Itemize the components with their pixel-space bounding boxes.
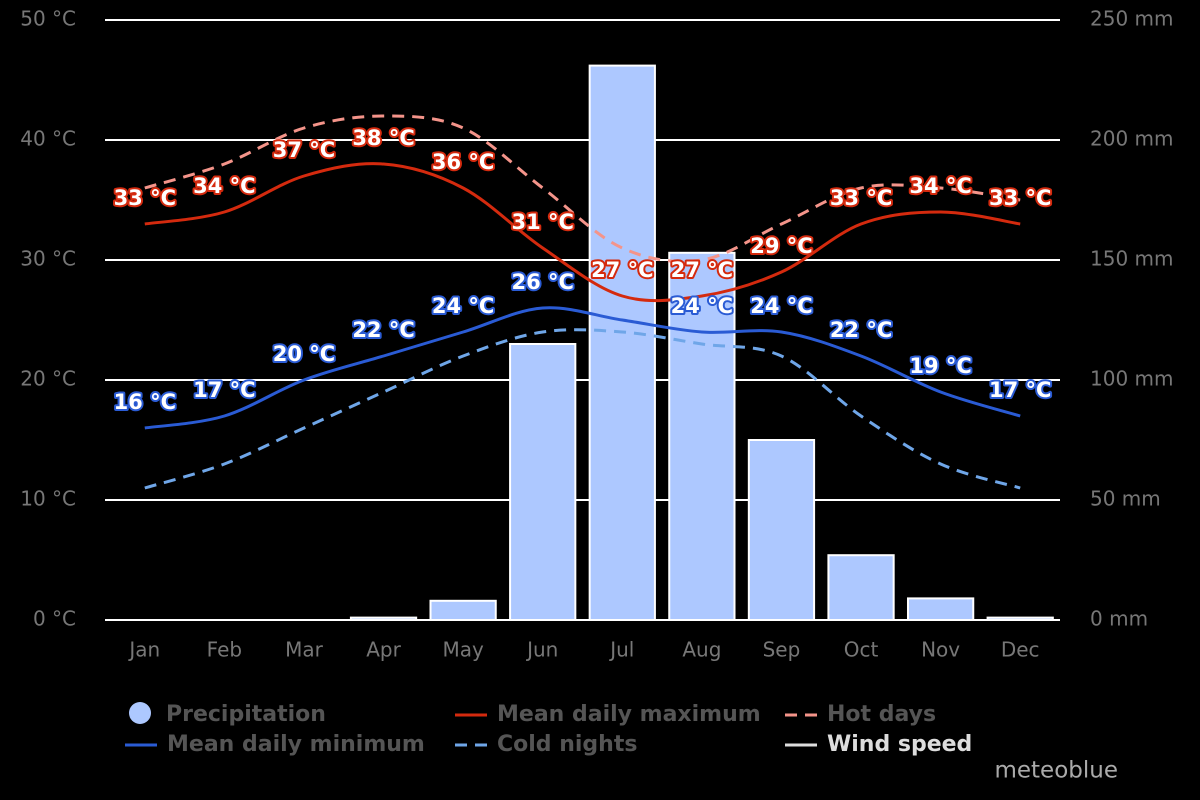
data-label: 17 °C (989, 378, 1051, 402)
y-tick-label: 40 °C (20, 127, 76, 151)
x-tick-label: May (442, 638, 484, 662)
legend-label: Mean daily minimum (167, 732, 425, 757)
precipitation-bar (747, 439, 816, 621)
credit: meteoblue (994, 758, 1118, 784)
data-label: 37 °C (273, 138, 335, 162)
data-label: 33 °C (830, 186, 892, 210)
data-label: 33 °C (114, 186, 176, 210)
data-label: 22 °C (352, 318, 414, 342)
legend-swatch (129, 702, 151, 724)
y2-tick-label: 0 mm (1090, 607, 1148, 631)
legend-label: Cold nights (497, 732, 637, 757)
data-label: 27 °C (671, 258, 733, 282)
precipitation-bar (668, 251, 736, 622)
data-label: 27 °C (591, 258, 653, 282)
precipitation-bar (986, 616, 1054, 621)
y2-tick-label: 50 mm (1090, 487, 1161, 511)
y2-tick-label: 100 mm (1090, 367, 1174, 391)
x-tick-label: Sep (763, 638, 801, 662)
legend-label: Wind speed (827, 732, 972, 757)
legend-label: Precipitation (166, 702, 326, 727)
precipitation-bar (349, 616, 418, 621)
line (144, 306, 1021, 430)
precipitation-bar (906, 597, 975, 622)
y-tick-label: 30 °C (20, 247, 76, 271)
x-tick-label: Feb (207, 638, 242, 662)
data-label: 34 °C (909, 174, 971, 198)
x-tick-label: Oct (844, 638, 879, 662)
y-tick-label: 50 °C (20, 7, 76, 31)
precipitation-bar (429, 599, 497, 621)
y2-tick-label: 150 mm (1090, 247, 1174, 271)
precipitation-bar (509, 343, 577, 621)
x-tick-label: Dec (1001, 638, 1040, 662)
data-label: 16 °C (114, 390, 176, 414)
data-label: 24 °C (750, 294, 812, 318)
data-label: 33 °C (989, 186, 1051, 210)
legend-label: Hot days (827, 702, 936, 727)
line (144, 162, 1021, 303)
data-label: 26 °C (511, 270, 573, 294)
y-tick-label: 20 °C (20, 367, 76, 391)
legend-label: Mean daily maximum (497, 702, 761, 727)
x-tick-label: Jun (525, 638, 558, 662)
data-label: 34 °C (193, 174, 255, 198)
y-tick-label: 0 °C (33, 607, 76, 631)
precipitation-bar (588, 64, 656, 622)
data-label: 22 °C (830, 318, 892, 342)
data-label: 19 °C (909, 354, 971, 378)
x-tick-label: Aug (682, 638, 721, 662)
data-label: 31 °C (511, 210, 573, 234)
data-label: 20 °C (273, 342, 335, 366)
x-tick-label: Jul (608, 638, 634, 662)
data-label: 29 °C (750, 234, 812, 258)
data-label: 24 °C (671, 294, 733, 318)
x-tick-label: Mar (285, 638, 324, 662)
data-label: 36 °C (432, 150, 494, 174)
y-tick-label: 10 °C (20, 487, 76, 511)
y2-tick-label: 250 mm (1090, 7, 1174, 31)
x-tick-label: Nov (921, 638, 960, 662)
line (144, 328, 1021, 490)
x-tick-label: Apr (366, 638, 401, 662)
data-label: 24 °C (432, 294, 494, 318)
x-tick-label: Jan (127, 638, 160, 662)
line (144, 114, 1021, 263)
precipitation-bar (827, 554, 895, 622)
data-label: 17 °C (193, 378, 255, 402)
y2-tick-label: 200 mm (1090, 127, 1174, 151)
data-label: 38 °C (352, 126, 414, 150)
